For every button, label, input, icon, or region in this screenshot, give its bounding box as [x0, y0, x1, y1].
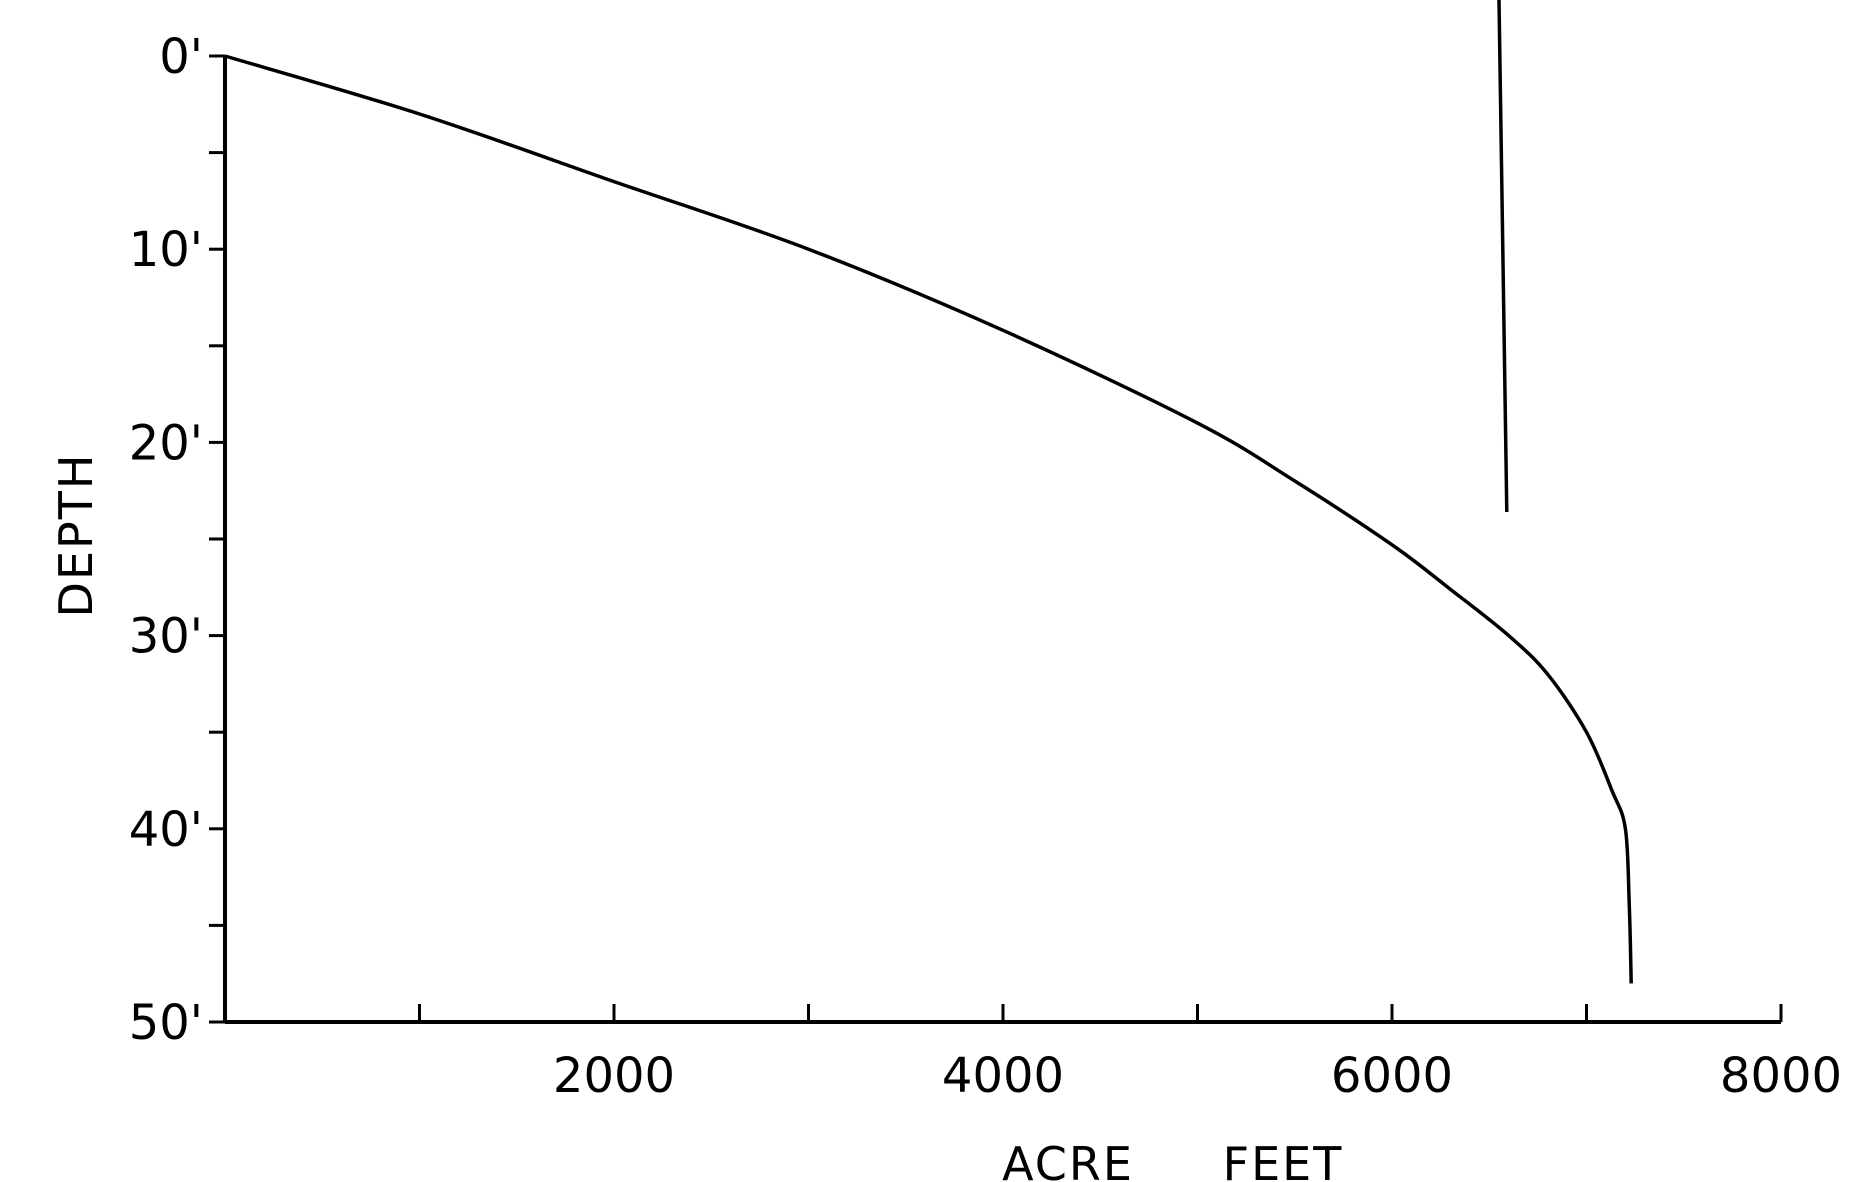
y-tick-label-0: 0': [159, 29, 203, 85]
series-line-2: [1497, 0, 1509, 513]
series-group: [224, 0, 1633, 984]
x-tick-label-4000: 4000: [942, 1048, 1064, 1104]
y-tick-label-30: 30': [129, 609, 203, 665]
x-tick-label-2000: 2000: [553, 1048, 675, 1104]
x-axis: 2000 4000 6000 8000: [225, 1004, 1842, 1104]
x-axis-title-acre: ACRE: [1002, 1137, 1134, 1182]
y-tick-label-20: 20': [129, 415, 203, 471]
x-axis-title-feet: FEET: [1223, 1137, 1344, 1182]
y-axis-title: DEPTH: [49, 453, 103, 618]
x-tick-label-8000: 8000: [1720, 1048, 1842, 1104]
series-line-1: [224, 54, 1633, 984]
y-tick-label-50: 50': [129, 995, 203, 1051]
y-axis: 0' 10' 20' 30' 40' 50': [129, 29, 227, 1051]
x-tick-label-6000: 6000: [1331, 1048, 1453, 1104]
y-tick-label-10: 10': [129, 222, 203, 278]
y-tick-label-40: 40': [129, 802, 203, 858]
